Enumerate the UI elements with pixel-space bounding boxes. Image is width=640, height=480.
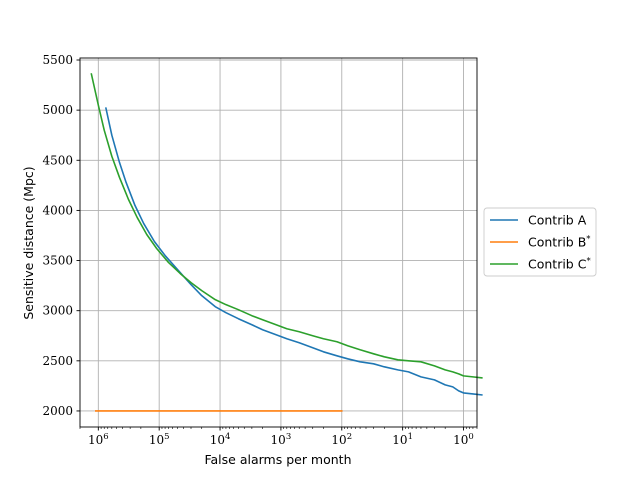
x-tick-label: 102 bbox=[331, 432, 352, 447]
y-tick-label: 2000 bbox=[42, 404, 73, 418]
x-tick-label: 103 bbox=[271, 432, 292, 447]
series-line bbox=[104, 107, 483, 396]
legend-label: Contrib C* bbox=[528, 257, 591, 272]
plot-frame bbox=[79, 57, 478, 428]
legend-label: Contrib A bbox=[528, 213, 587, 228]
series-lines bbox=[90, 73, 483, 412]
series-line bbox=[90, 73, 483, 379]
y-tick-label: 5000 bbox=[42, 103, 73, 117]
x-tick-label: 106 bbox=[88, 432, 109, 447]
x-tick-label: 105 bbox=[149, 432, 170, 447]
legend-frame bbox=[483, 207, 597, 277]
legend-entries: Contrib A Contrib B* Contrib C* bbox=[490, 213, 591, 272]
y-tick-label: 3000 bbox=[42, 304, 73, 318]
y-tick-label: 4000 bbox=[42, 203, 73, 217]
x-tick-label: 100 bbox=[453, 432, 474, 447]
x-axis-label: False alarms per month bbox=[204, 452, 351, 467]
legend-label: Contrib B* bbox=[528, 235, 591, 250]
y-tick-label: 3500 bbox=[42, 254, 73, 268]
x-tick-label: 101 bbox=[392, 432, 413, 447]
ticks: 106 105 104 103 102 101 100 2000 2500 3000 3500 400… bbox=[42, 53, 478, 447]
legend: Contrib A Contrib B* Contrib C* bbox=[483, 207, 597, 277]
x-tick-label: 104 bbox=[210, 432, 231, 447]
y-tick-label: 2500 bbox=[42, 354, 73, 368]
y-axis-label: Sensitive distance (Mpc) bbox=[21, 166, 36, 319]
y-tick-label: 5500 bbox=[42, 53, 73, 67]
y-tick-label: 4500 bbox=[42, 153, 73, 167]
